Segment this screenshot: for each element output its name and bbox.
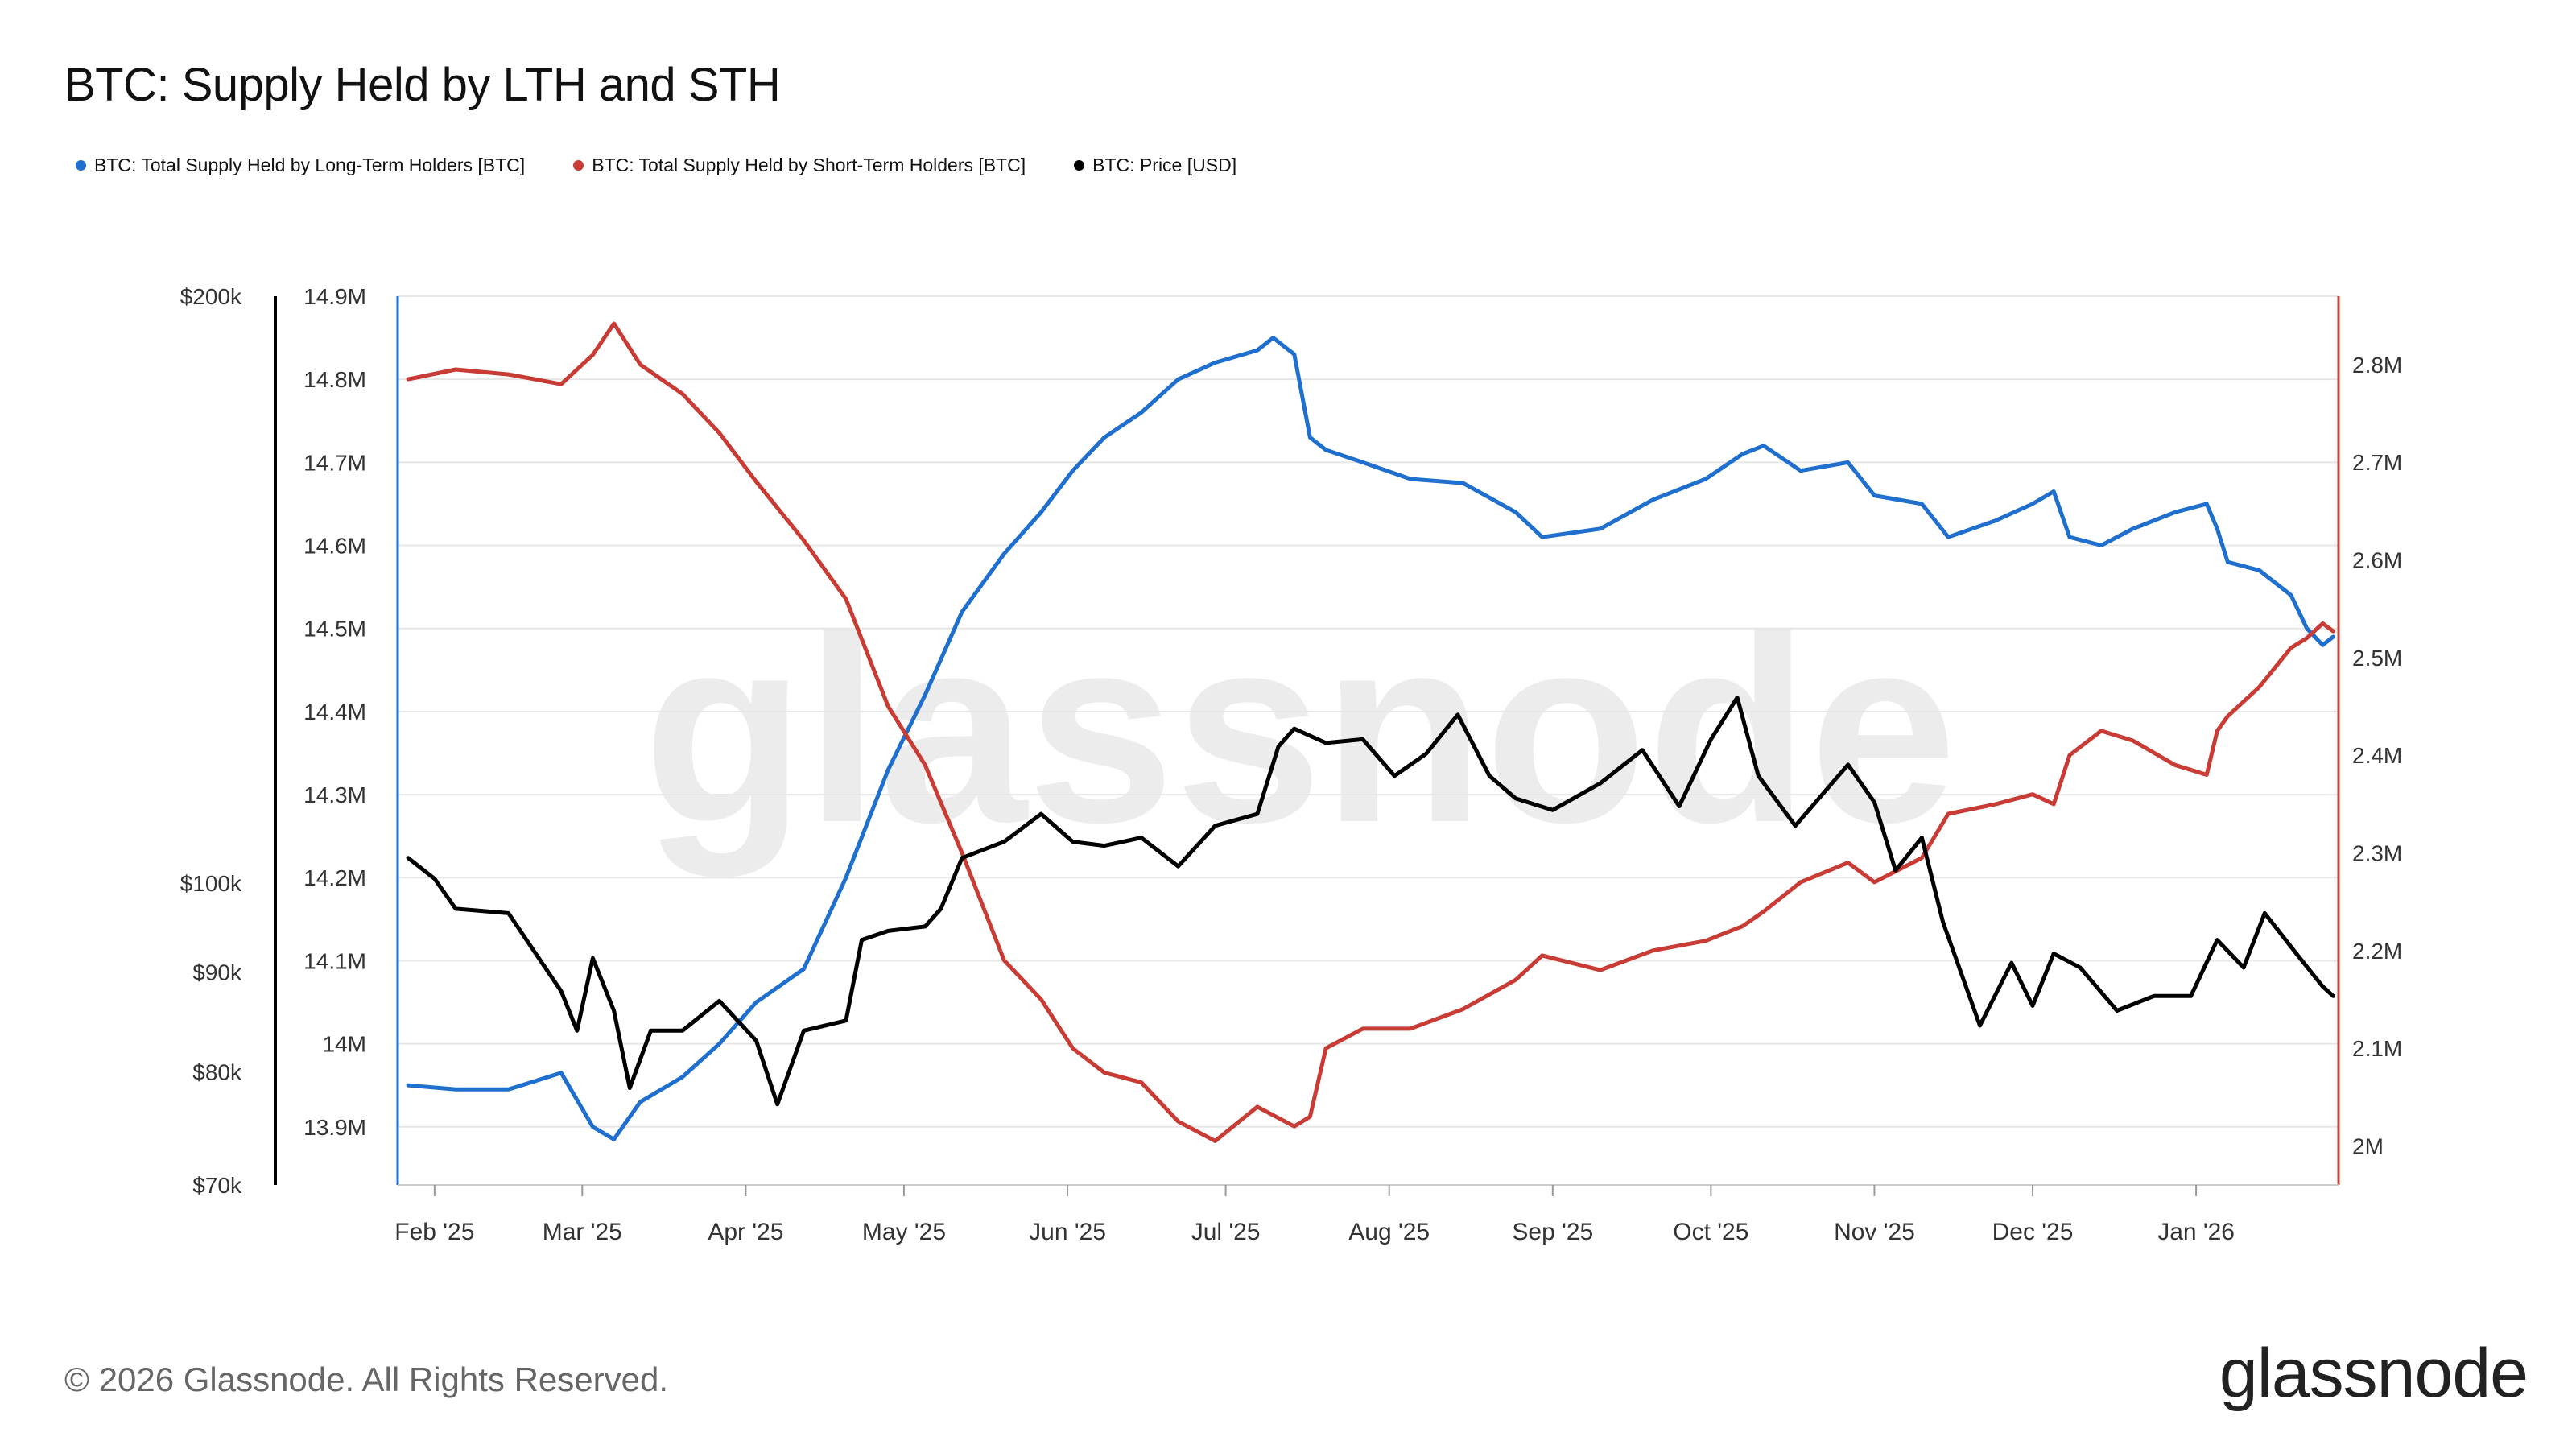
x-tick-label: Nov '25	[1834, 1219, 1915, 1245]
lth-tick-label: 14.2M	[303, 865, 366, 890]
lth-tick-label: 14M	[323, 1032, 366, 1057]
x-tick-label: Jun '25	[1029, 1219, 1106, 1245]
lth-tick-label: 14.9M	[303, 284, 366, 309]
legend-item-sth[interactable]: BTC: Total Supply Held by Short-Term Hol…	[573, 155, 1026, 176]
lth-tick-label: 14.8M	[303, 367, 366, 392]
sth-tick-label: 2.3M	[2352, 841, 2402, 866]
glassnode-logo: glassnode	[2219, 1335, 2528, 1412]
x-tick-label: Jul '25	[1191, 1219, 1261, 1245]
x-tick-label: Aug '25	[1348, 1219, 1430, 1245]
lth-tick-label: 14.3M	[303, 782, 366, 807]
legend-dot-price	[1074, 160, 1085, 171]
lth-line	[406, 336, 2335, 1141]
gridlines	[398, 295, 2339, 1128]
lth-tick-label: 14.4M	[303, 700, 366, 724]
chart-title: BTC: Supply Held by LTH and STH	[64, 59, 781, 111]
x-tick-label: Mar '25	[543, 1219, 622, 1245]
sth-tick-label: 2.2M	[2352, 939, 2402, 964]
lth-tick-label: 14.5M	[303, 617, 366, 642]
legend-item-lth[interactable]: BTC: Total Supply Held by Long-Term Hold…	[76, 155, 525, 176]
legend-dot-sth	[573, 160, 584, 171]
legend: BTC: Total Supply Held by Long-Term Hold…	[76, 155, 1236, 176]
axes: 13.9M 14M 14.1M 14.2M 14.3M 14.4M 14.5M 14.6M 14…	[180, 284, 2403, 1245]
price-tick-label: $100k	[180, 871, 242, 896]
legend-label-sth: BTC: Total Supply Held by Short-Term Hol…	[592, 155, 1026, 175]
x-tick-label: Dec '25	[1992, 1219, 2074, 1245]
lth-tick-label: 14.1M	[303, 948, 366, 973]
sth-line	[406, 321, 2335, 1143]
lth-tick-label: 13.9M	[303, 1115, 366, 1140]
price-line	[406, 696, 2335, 1107]
sth-tick-label: 2.5M	[2352, 646, 2402, 671]
x-tick-label: Feb '25	[394, 1219, 474, 1245]
sth-tick-label: 2.4M	[2352, 743, 2402, 768]
x-tick-label: Jan '26	[2157, 1219, 2235, 1245]
x-tick-label: May '25	[862, 1219, 946, 1245]
legend-label-price: BTC: Price [USD]	[1092, 155, 1237, 175]
sth-tick-label: 2.8M	[2352, 353, 2402, 378]
legend-item-price[interactable]: BTC: Price [USD]	[1074, 155, 1236, 176]
sth-tick-label: 2.7M	[2352, 450, 2402, 475]
copyright-footer: © 2026 Glassnode. All Rights Reserved.	[64, 1360, 669, 1398]
price-tick-label: $80k	[192, 1060, 242, 1085]
x-tick-label: Oct '25	[1673, 1219, 1748, 1245]
lth-tick-label: 14.7M	[303, 450, 366, 475]
series-group	[406, 321, 2335, 1143]
lth-tick-label: 14.6M	[303, 534, 366, 559]
legend-dot-lth	[76, 160, 86, 171]
price-tick-label: $70k	[192, 1173, 242, 1198]
x-tick-label: Apr '25	[708, 1219, 783, 1245]
legend-label-lth: BTC: Total Supply Held by Long-Term Hold…	[94, 155, 526, 175]
price-tick-label: $200k	[180, 284, 242, 309]
sth-tick-label: 2.6M	[2352, 548, 2402, 573]
x-tick-label: Sep '25	[1512, 1219, 1593, 1245]
sth-tick-label: 2M	[2352, 1133, 2384, 1158]
sth-tick-label: 2.1M	[2352, 1036, 2402, 1061]
price-tick-label: $90k	[192, 960, 242, 985]
